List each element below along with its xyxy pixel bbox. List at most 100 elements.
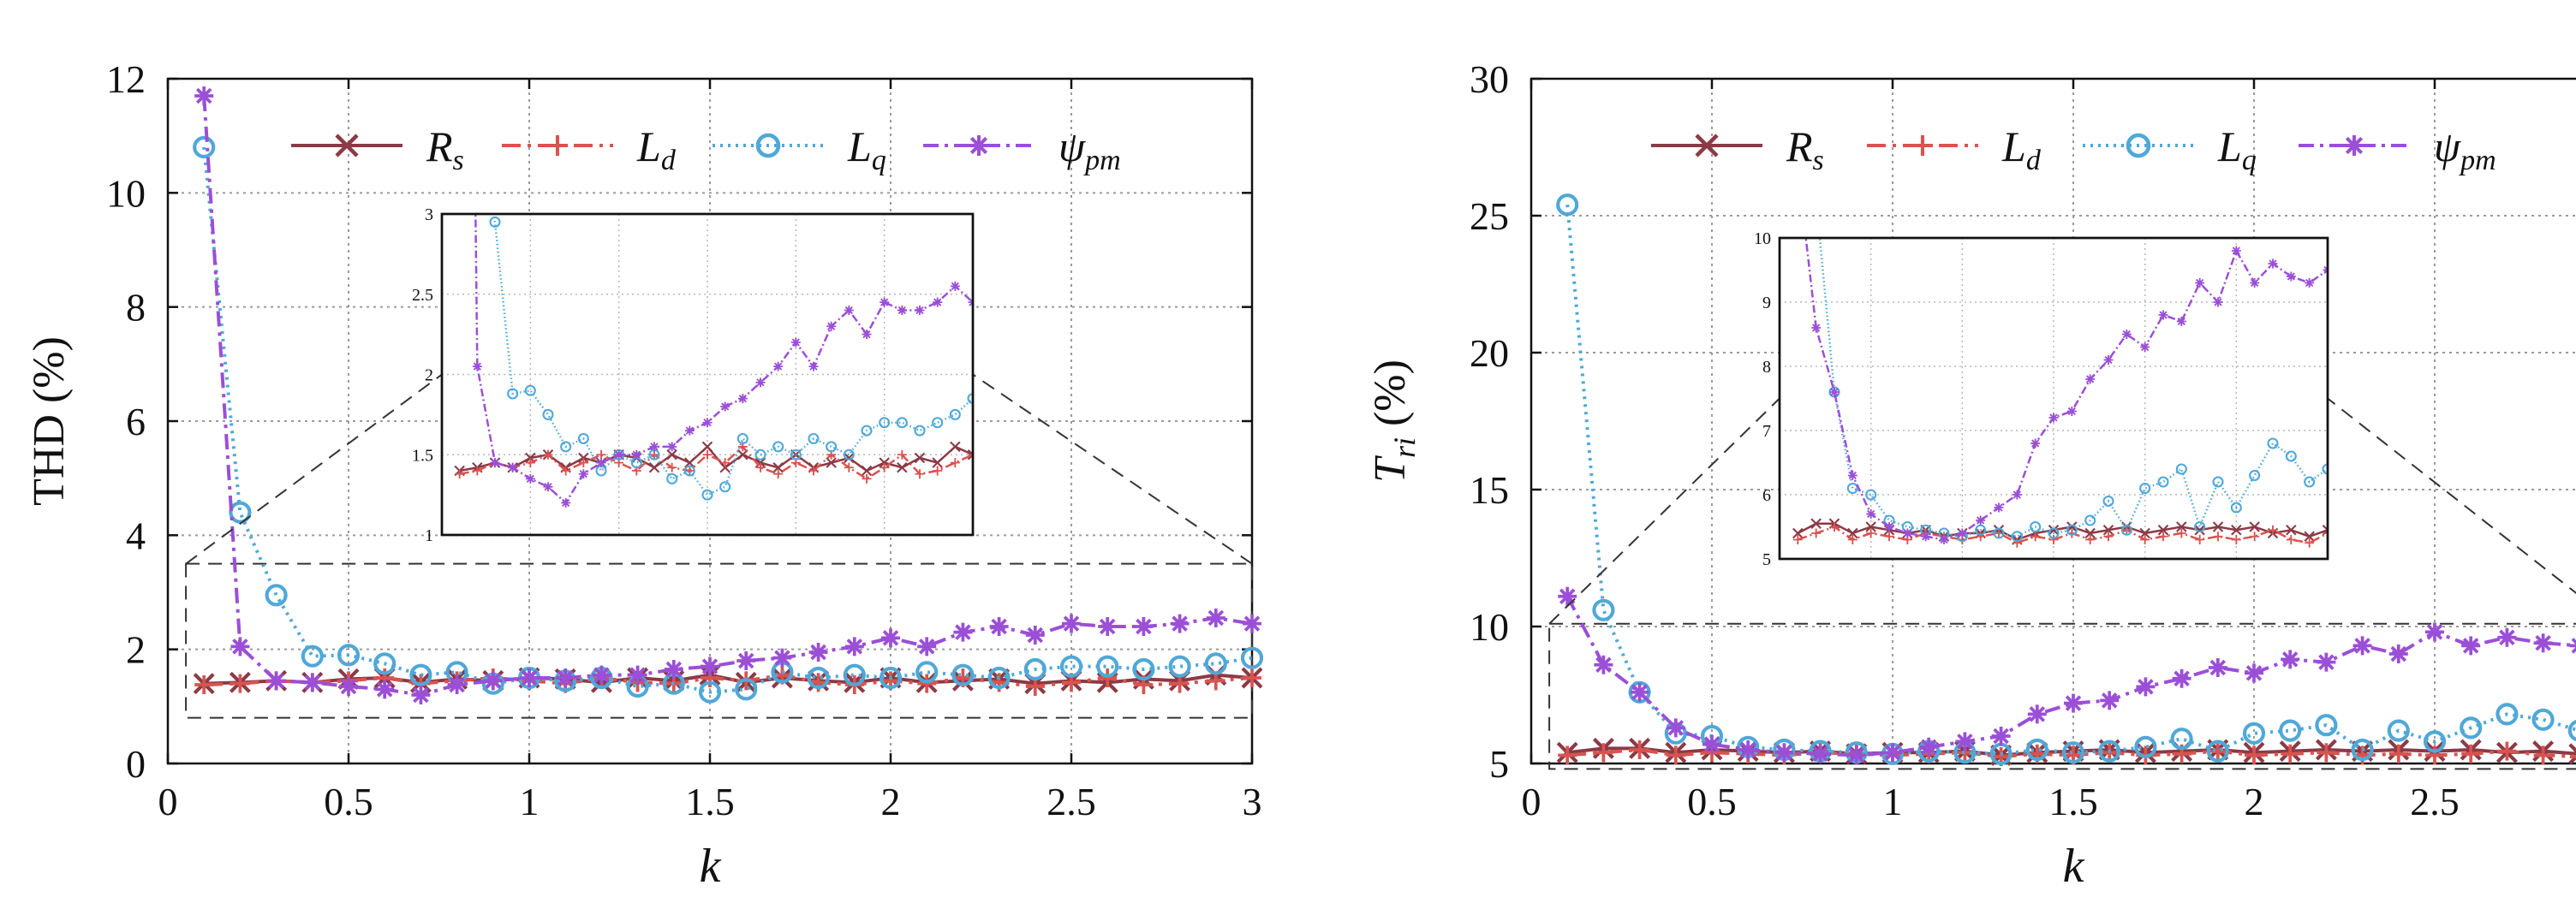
inset-point-Rs (701, 441, 713, 453)
data-point-Lq (337, 644, 361, 667)
inset-point-psi_pm (790, 337, 801, 348)
inset-point-psi_pm (2158, 310, 2168, 320)
inset-point-psi_pm (1829, 387, 1840, 397)
inset-point-psi_pm (684, 425, 695, 436)
data-point-Lq (2315, 714, 2338, 737)
inset-point-Lq (790, 448, 802, 460)
inset-point-Rs (2194, 525, 2205, 536)
inset-y-tick-label: 3 (425, 205, 433, 224)
inset-point-Lq (683, 465, 695, 477)
data-point-psi_pm (1630, 682, 1649, 702)
legend: Rs Ld Lq ψpm (291, 122, 1121, 176)
data-point-Ld (2425, 746, 2444, 765)
zoom-connector-right (2327, 397, 2576, 595)
inset-point-Rs (648, 462, 660, 473)
data-point-psi_pm (1883, 743, 1902, 763)
inset-chart: 1 1.5 2 2.5 3 (412, 205, 975, 545)
data-point-psi_pm (772, 648, 792, 668)
inset-point-Ld (455, 469, 465, 479)
data-point-Ld (2569, 755, 2576, 758)
data-point-psi_pm (1025, 626, 1045, 645)
inset-point-psi_pm (720, 401, 730, 412)
data-point-psi_pm (1666, 718, 1685, 738)
inset-point-Ld (2085, 535, 2096, 544)
inset-point-psi_pm (773, 361, 784, 371)
x-axis-label: k (700, 840, 722, 893)
data-point-psi_pm (2100, 691, 2120, 710)
data-point-Lq (193, 135, 216, 159)
y-tick-label: 20 (1470, 331, 1509, 375)
inset-point-Ld (667, 462, 677, 472)
inset-point-Ld (525, 458, 535, 468)
inset-point-Ld (1811, 528, 1822, 538)
inset-point-psi_pm (755, 377, 766, 388)
inset-point-Ld (543, 449, 553, 460)
zoom-connector-right (972, 373, 1253, 565)
inset-point-Lq (2048, 527, 2060, 539)
data-point-psi_pm (628, 665, 647, 685)
data-point-Lq (2098, 740, 2121, 763)
inset-point-Ld (2103, 532, 2114, 542)
inset-point-Rs (772, 462, 784, 473)
inset-point-psi_pm (2012, 490, 2022, 500)
inset-point-Ld (720, 458, 730, 468)
inset-point-Lq (949, 408, 961, 420)
data-point-psi_pm (2245, 663, 2263, 683)
inset-point-Rs (2176, 521, 2187, 532)
inset-point-Ld (950, 458, 960, 468)
data-point-psi_pm (701, 656, 719, 676)
series-line-Lq (202, 146, 1253, 694)
data-point-psi_pm (2064, 693, 2083, 713)
inset-point-Rs (2304, 531, 2315, 542)
inset-point-Rs (684, 457, 695, 468)
data-point-Lq (2496, 703, 2519, 726)
data-point-psi_pm (339, 677, 358, 696)
legend-label-psi_pm: ψpm (2434, 122, 2496, 176)
inset-y-tick-label: 6 (1762, 486, 1771, 505)
data-point-psi_pm (917, 637, 937, 656)
inset-point-psi_pm (1811, 323, 1822, 333)
inset-point-Lq (2120, 524, 2132, 536)
inset-point-psi_pm (808, 361, 819, 371)
inset-point-Rs (1810, 518, 1822, 529)
inset-point-psi_pm (1976, 515, 1986, 526)
inset-point-psi_pm (1994, 502, 2004, 513)
data-point-psi_pm (194, 86, 214, 105)
legend-marker-Lq (755, 133, 781, 158)
inset-point-Rs (2084, 527, 2096, 539)
inset-point-psi_pm (2140, 342, 2150, 352)
data-point-Rs (2568, 743, 2576, 765)
inset-point-Ld (968, 449, 973, 460)
inset-y-tick-label: 10 (1754, 229, 1771, 248)
y-tick-label: 6 (126, 400, 146, 443)
legend-marker-psi_pm (969, 135, 989, 156)
data-point-Lq (2061, 741, 2085, 764)
inset-y-tick-label: 5 (1762, 550, 1771, 569)
inset-point-Ld (2030, 532, 2041, 542)
data-point-psi_pm (411, 686, 431, 704)
inset-point-Lq (524, 384, 536, 396)
inset-point-psi_pm (508, 462, 518, 472)
inset-point-psi_pm (631, 449, 641, 460)
data-point-psi_pm (1594, 655, 1613, 674)
data-point-psi_pm (1243, 614, 1261, 633)
data-point-Lq (2242, 722, 2266, 745)
inset-point-Ld (933, 466, 943, 476)
data-point-psi_pm (483, 671, 503, 691)
series-psi_pm (1558, 586, 2576, 765)
data-point-Ld (1098, 668, 1118, 687)
inset-point-Rs (666, 449, 677, 460)
inset-point-Ld (2048, 535, 2059, 544)
x-tick-label: 1 (1883, 780, 1903, 823)
inset-point-Lq (2285, 450, 2297, 462)
inset-point-Rs (967, 449, 973, 460)
data-point-Lq (1059, 655, 1083, 678)
data-point-Lq (2025, 738, 2048, 762)
inset-point-Rs (754, 457, 766, 468)
inset-y-tick-label: 8 (1762, 358, 1771, 377)
data-point-psi_pm (808, 643, 828, 662)
inset-point-Lq (861, 425, 873, 437)
inset-point-Ld (2231, 535, 2241, 544)
inset-point-psi_pm (2085, 374, 2096, 384)
